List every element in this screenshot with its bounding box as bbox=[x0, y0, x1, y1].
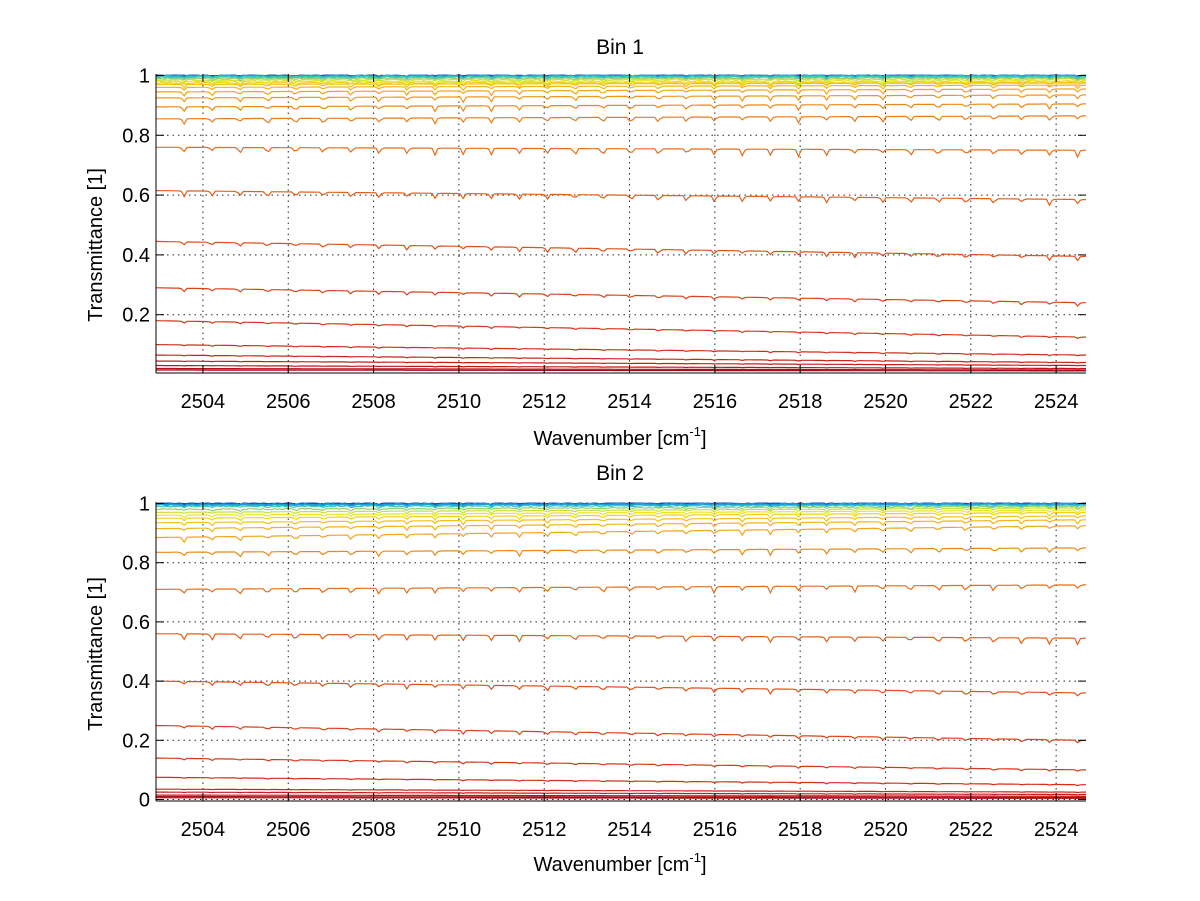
x-tick-label: 2510 bbox=[437, 819, 482, 841]
x-tick-label: 2524 bbox=[1034, 819, 1079, 841]
series-line-11 bbox=[156, 94, 1086, 104]
x-axis-label-superscript: -1 bbox=[689, 850, 701, 865]
grid-layer bbox=[156, 74, 1086, 373]
x-tick-label: 2510 bbox=[437, 391, 482, 413]
series-line-17 bbox=[156, 776, 1086, 787]
series-line-18 bbox=[156, 320, 1086, 339]
grid-layer bbox=[156, 502, 1086, 801]
x-tick-label: 2508 bbox=[351, 819, 396, 841]
series-line-17 bbox=[156, 287, 1086, 307]
y-tick-label: 0.6 bbox=[122, 185, 150, 207]
x-tick-label: 2504 bbox=[181, 391, 226, 413]
y-tick-label: 0.4 bbox=[122, 245, 150, 267]
series-line-4 bbox=[155, 505, 1087, 512]
series-line-18 bbox=[156, 788, 1086, 794]
series-line-6 bbox=[156, 509, 1086, 519]
series-line-3 bbox=[155, 504, 1087, 510]
series-line-21 bbox=[155, 360, 1086, 367]
y-tick-label: 0.2 bbox=[122, 305, 150, 327]
y-tick-label: 0.8 bbox=[122, 553, 150, 575]
series-line-15 bbox=[155, 724, 1086, 744]
series-line-15 bbox=[156, 190, 1086, 207]
x-tick-label: 2504 bbox=[181, 819, 226, 841]
series-line-22 bbox=[156, 797, 1086, 799]
x-tick-label: 2514 bbox=[607, 391, 652, 413]
axes-layer: 2504 2506 2508 2510 2512 2514 2516 2518 2520 2522… bbox=[122, 65, 1086, 413]
series-line-20 bbox=[156, 354, 1086, 364]
plot-title: Bin 2 bbox=[596, 462, 644, 485]
series-line-12 bbox=[156, 103, 1086, 113]
series-line-14 bbox=[156, 680, 1086, 697]
x-tick-label: 2512 bbox=[522, 391, 567, 413]
plot-bin-1: Bin 1 Transmittance [1] Wavenumber [cm-1… bbox=[85, 36, 1087, 450]
series-line-7 bbox=[155, 81, 1087, 87]
x-axis-label-superscript: -1 bbox=[689, 424, 701, 439]
x-tick-label: 2506 bbox=[266, 819, 311, 841]
series-line-10 bbox=[156, 88, 1086, 97]
series-line-14 bbox=[156, 146, 1086, 159]
x-tick-label: 2524 bbox=[1034, 391, 1079, 413]
series-line-5 bbox=[155, 77, 1087, 84]
series-line-3 bbox=[155, 75, 1087, 81]
series-line-16 bbox=[155, 240, 1087, 262]
plot-bin-2: Bin 2 Transmittance [1] Wavenumber [cm-1… bbox=[85, 462, 1087, 876]
series-line-11 bbox=[156, 547, 1086, 558]
plot-title: Bin 1 bbox=[596, 36, 644, 59]
x-axis-label: Wavenumber [cm-1] bbox=[533, 424, 706, 450]
x-tick-label: 2516 bbox=[693, 819, 738, 841]
series-line-9 bbox=[155, 84, 1086, 92]
x-tick-label: 2522 bbox=[949, 391, 994, 413]
y-tick-label: 0.2 bbox=[122, 730, 150, 752]
series-line-5 bbox=[155, 507, 1086, 515]
x-tick-label: 2506 bbox=[266, 391, 311, 413]
series-line-16 bbox=[156, 757, 1086, 772]
y-tick-label: 0.4 bbox=[122, 671, 150, 693]
axes-layer: 2504 2506 2508 2510 2512 2514 2516 2518 2520 2522… bbox=[122, 493, 1086, 841]
series-line-23 bbox=[156, 367, 1086, 371]
y-tick-label: 0 bbox=[139, 790, 150, 812]
series-line-12 bbox=[156, 584, 1086, 595]
series-line-2 bbox=[155, 502, 1087, 508]
series-line-21 bbox=[156, 796, 1086, 798]
x-tick-label: 2516 bbox=[693, 391, 738, 413]
y-axis-label: Transmittance [1] bbox=[85, 168, 107, 322]
series-line-19 bbox=[156, 344, 1087, 357]
x-tick-label: 2520 bbox=[863, 819, 908, 841]
y-tick-label: 0.8 bbox=[122, 125, 150, 147]
x-tick-label: 2520 bbox=[863, 391, 908, 413]
series-line-19 bbox=[156, 791, 1086, 796]
series-line-22 bbox=[156, 364, 1086, 370]
y-tick-label: 1 bbox=[139, 493, 150, 515]
x-tick-label: 2522 bbox=[949, 819, 994, 841]
x-axis-label: Wavenumber [cm-1] bbox=[533, 850, 706, 876]
series-line-6 bbox=[155, 79, 1087, 86]
x-tick-label: 2512 bbox=[522, 819, 567, 841]
x-tick-label: 2508 bbox=[351, 391, 396, 413]
x-tick-label: 2514 bbox=[607, 819, 652, 841]
y-tick-label: 1 bbox=[139, 65, 150, 87]
series-line-8 bbox=[156, 515, 1086, 527]
series-layer bbox=[155, 502, 1087, 799]
x-tick-label: 2518 bbox=[778, 391, 823, 413]
series-layer bbox=[155, 74, 1087, 372]
y-axis-label: Transmittance [1] bbox=[85, 577, 107, 731]
series-line-7 bbox=[156, 511, 1086, 522]
series-line-13 bbox=[155, 633, 1086, 646]
y-tick-label: 0.6 bbox=[122, 612, 150, 634]
series-line-9 bbox=[156, 519, 1086, 533]
series-line-20 bbox=[156, 794, 1086, 797]
x-tick-label: 2518 bbox=[778, 819, 823, 841]
series-line-8 bbox=[156, 82, 1086, 89]
series-line-10 bbox=[156, 525, 1086, 544]
series-line-24 bbox=[156, 369, 1086, 372]
series-line-13 bbox=[156, 115, 1086, 126]
